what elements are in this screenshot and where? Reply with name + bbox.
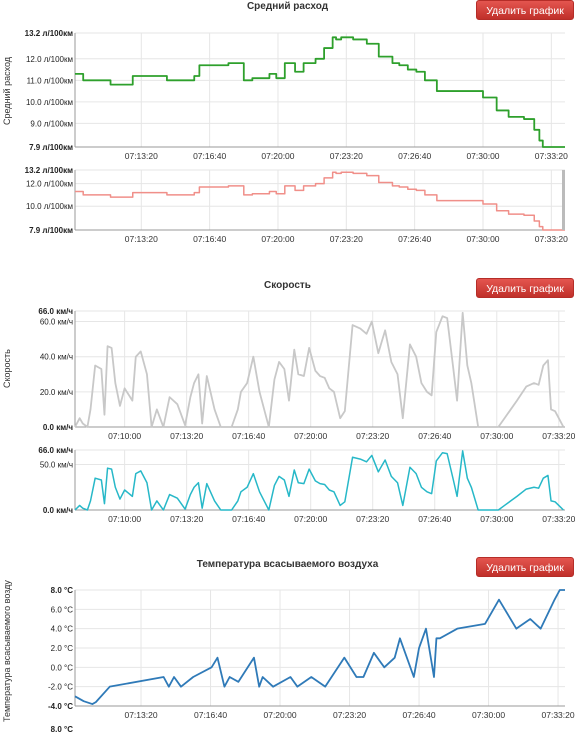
x-tick-label: 07:16:40 xyxy=(194,710,227,720)
x-tick-label: 07:13:20 xyxy=(170,514,203,524)
x-tick-label: 07:13:20 xyxy=(124,710,157,720)
fuel-consumption-chart[interactable]: 07:13:20 07:16:40 07:20:00 07:23:20 07:26:40… xyxy=(0,0,575,250)
y-tick-label: 0.0 км/ч xyxy=(43,506,73,515)
series-line xyxy=(75,36,565,148)
x-tick-label: 07:20:00 xyxy=(263,710,296,720)
intake-temperature-chart[interactable]: 07:13:20 07:16:40 07:20:00 07:23:20 07:26:40… xyxy=(0,580,575,734)
x-tick-label: 07:33:20 xyxy=(542,431,575,441)
x-tick-label: 07:16:40 xyxy=(193,151,226,161)
x-tick-label: 07:23:20 xyxy=(330,151,363,161)
x-tick-label: 07:16:40 xyxy=(232,514,265,524)
x-tick-label: 07:20:00 xyxy=(294,431,327,441)
delete-chart-button-temperature[interactable]: Удалить график xyxy=(476,557,574,577)
x-tick-label: 07:20:00 xyxy=(294,514,327,524)
speed-chart[interactable]: 07:10:00 07:13:20 07:16:40 07:20:00 07:23:20… xyxy=(0,300,575,550)
navigator-series-line xyxy=(74,450,564,511)
y-tick-label: -4.0 °C xyxy=(48,702,73,711)
x-tick-label: 07:30:00 xyxy=(480,431,513,441)
x-tick-label: 07:10:00 xyxy=(108,431,141,441)
x-tick-label: 07:26:40 xyxy=(418,431,451,441)
y-tick-label: 10.0 л/100км xyxy=(26,98,73,107)
y-tick-label: 66.0 км/ч xyxy=(38,446,73,455)
y-tick-label: 0.0 °C xyxy=(51,663,74,672)
x-tick-label: 07:33:20 xyxy=(535,151,568,161)
y-tick-label: 0.0 км/ч xyxy=(43,423,73,432)
y-tick-label: 12.0 л/100км xyxy=(26,55,73,64)
y-tick-label: 13.2 л/100км xyxy=(25,29,73,38)
delete-chart-button-fuel[interactable]: Удалить график xyxy=(476,0,574,20)
navigator-handle xyxy=(562,170,565,230)
x-tick-label: 07:16:40 xyxy=(232,431,265,441)
y-tick-label: 12.0 л/100км xyxy=(26,180,73,189)
y-tick-label: 7.9 л/100км xyxy=(29,143,73,152)
x-tick-label: 07:10:00 xyxy=(108,514,141,524)
y-tick-label: 40.0 км/ч xyxy=(40,353,73,362)
x-tick-label: 07:13:20 xyxy=(125,234,158,244)
y-tick-label: 11.0 л/100км xyxy=(27,76,73,85)
x-tick-label: 07:13:20 xyxy=(125,151,158,161)
x-tick-label: 07:23:20 xyxy=(333,710,366,720)
x-tick-label: 07:30:00 xyxy=(480,514,513,524)
x-tick-label: 07:16:40 xyxy=(193,234,226,244)
series-line xyxy=(74,589,565,705)
x-tick-label: 07:23:20 xyxy=(330,234,363,244)
x-tick-label: 07:26:40 xyxy=(398,234,431,244)
x-tick-label: 07:33:20 xyxy=(535,234,568,244)
x-tick-label: 07:20:00 xyxy=(261,234,294,244)
chart-title-temperature: Температура всасываемого воздуха xyxy=(196,559,379,570)
x-tick-label: 07:23:20 xyxy=(356,431,389,441)
y-tick-label: 7.9 л/100км xyxy=(29,226,73,235)
y-tick-label: 60.0 км/ч xyxy=(40,318,73,327)
x-tick-label: 07:30:00 xyxy=(466,234,499,244)
x-tick-label: 07:26:40 xyxy=(418,514,451,524)
x-tick-label: 07:33:20 xyxy=(542,710,575,720)
y-tick-label: 9.0 л/100км xyxy=(30,119,73,128)
y-tick-label: 66.0 км/ч xyxy=(38,307,73,316)
delete-chart-button-speed[interactable]: Удалить график xyxy=(476,278,574,298)
series-line xyxy=(74,311,565,428)
x-tick-label: 07:20:00 xyxy=(261,151,294,161)
x-tick-label: 07:33:20 xyxy=(542,514,575,524)
y-tick-label: 50.0 км/ч xyxy=(40,461,73,470)
x-tick-label: 07:26:40 xyxy=(402,710,435,720)
y-tick-label: 10.0 л/100км xyxy=(26,202,73,211)
x-tick-label: 07:13:20 xyxy=(170,431,203,441)
y-tick-label: 4.0 °C xyxy=(51,625,74,634)
x-tick-label: 07:26:40 xyxy=(398,151,431,161)
chart-title-speed: Скорость xyxy=(264,280,311,291)
y-tick-label: -2.0 °C xyxy=(48,683,73,692)
x-tick-label: 07:23:20 xyxy=(356,514,389,524)
x-tick-label: 07:30:00 xyxy=(466,151,499,161)
x-tick-label: 07:30:00 xyxy=(472,710,505,720)
navigator-y-tick-label: 8.0 °C xyxy=(51,725,74,734)
y-tick-label: 6.0 °C xyxy=(51,605,74,614)
navigator-series-line xyxy=(75,171,565,231)
y-tick-label: 2.0 °C xyxy=(51,644,74,653)
y-tick-label: 13.2 л/100км xyxy=(25,166,73,175)
y-tick-label: 8.0 °C xyxy=(51,586,74,595)
y-tick-label: 20.0 км/ч xyxy=(40,388,73,397)
chart-title-fuel: Средний расход xyxy=(246,1,329,12)
